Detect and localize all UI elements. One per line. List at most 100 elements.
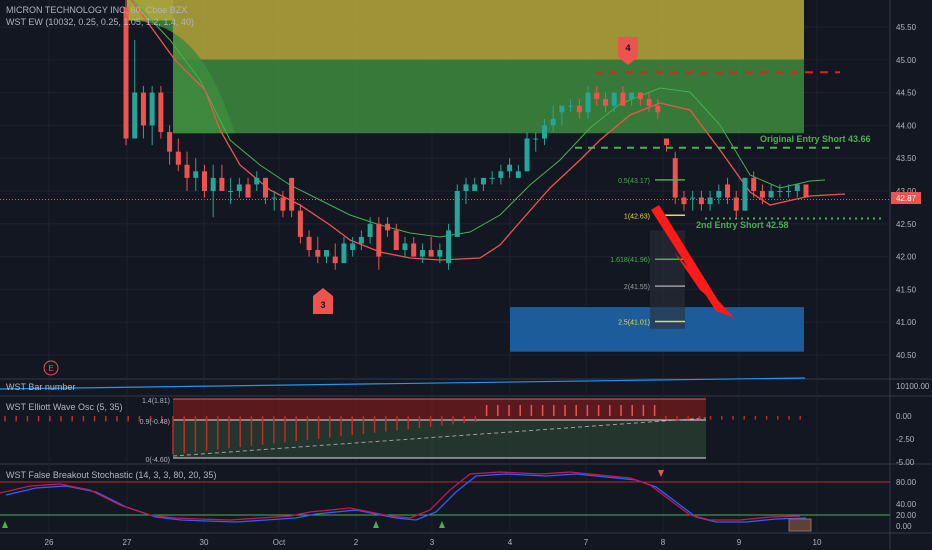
price-levels: 0.5(43.17) 1(42.63) 1.618(41.96) 2(41.55) 2.… <box>0 71 890 327</box>
last-price-tag <box>891 192 921 204</box>
candle-body <box>576 105 582 113</box>
candle-body <box>716 191 722 198</box>
candle-body <box>175 151 181 165</box>
candle-body <box>751 177 757 191</box>
osc-green-box <box>173 420 706 458</box>
osc-box-label: 0(-4.60) <box>145 457 170 464</box>
candle-body <box>437 250 443 257</box>
candle-body <box>794 184 800 191</box>
candle-body <box>672 158 678 198</box>
stoch-k-line <box>0 471 801 521</box>
down-arrow <box>651 205 736 320</box>
osc-trend <box>172 417 707 457</box>
candle-body <box>594 92 600 100</box>
stoch-buy-signal <box>2 521 8 528</box>
candle-body <box>324 250 330 257</box>
y-tick-label: 42.50 <box>896 220 917 229</box>
candle-body <box>411 243 417 257</box>
candle-body <box>681 197 687 205</box>
candle-body <box>428 250 434 257</box>
ma-green <box>131 0 826 238</box>
osc-tick: 0.00 <box>896 412 912 421</box>
original-entry-label: Original Entry Short 43.66 <box>760 134 871 144</box>
stoch-tick: 0.00 <box>896 522 912 531</box>
fib-label: 1(42.63) <box>624 213 650 220</box>
toolbar-icon[interactable] <box>788 518 812 532</box>
candle-body <box>297 210 303 237</box>
candle-body <box>655 105 661 113</box>
candle-body <box>585 92 591 113</box>
candle-body <box>550 118 556 126</box>
wave-3-label: 3 <box>320 300 325 310</box>
candle-body <box>786 191 792 192</box>
fib-label: 2(41.55) <box>624 284 650 291</box>
indicator-bands <box>130 0 846 261</box>
bar-number-pane-title: WST Bar number <box>6 382 75 392</box>
y-tick-label: 44.00 <box>896 121 917 130</box>
y-tick-label: 41.50 <box>896 285 917 294</box>
x-tick-label: 4 <box>508 538 513 547</box>
candle-body <box>245 184 251 198</box>
candle-body <box>385 223 391 231</box>
stoch-buy-signal <box>373 521 379 528</box>
candle-body <box>332 256 338 264</box>
candle-body <box>664 138 670 146</box>
candle-body <box>768 191 774 198</box>
candle-body <box>489 177 495 179</box>
candle-body <box>541 125 547 139</box>
stoch-sell-signal <box>658 470 664 477</box>
candle-body <box>236 184 242 191</box>
y-tick-label: 41.00 <box>896 318 917 327</box>
candle-body <box>507 164 513 172</box>
y-tick-label: 40.50 <box>896 351 917 360</box>
candle-body <box>524 138 530 172</box>
candle-body <box>289 177 295 211</box>
wave-3-marker[interactable]: 3 <box>313 288 333 314</box>
candle-body <box>167 131 173 152</box>
candle-body <box>367 223 373 237</box>
zone-yellow <box>173 0 804 60</box>
candle-body <box>463 184 469 191</box>
candle-body <box>193 171 199 178</box>
candle-body <box>201 171 207 191</box>
candle-body <box>690 197 696 199</box>
candle-body <box>306 236 312 251</box>
y-tick-label: 45.50 <box>896 23 917 32</box>
osc-box-label: 0.9(-0.48) <box>140 419 170 426</box>
candle-body <box>271 197 277 199</box>
wave-4-marker[interactable]: 4 <box>618 37 638 65</box>
candle-body <box>742 177 748 211</box>
elliott-zones <box>127 0 804 352</box>
candle-body <box>393 230 399 251</box>
event-icon[interactable] <box>43 360 59 376</box>
ma-red <box>130 0 846 261</box>
candle-body <box>254 177 260 185</box>
x-tick-label: 10 <box>813 538 822 547</box>
x-tick-label: 8 <box>661 538 666 547</box>
x-tick-label: 26 <box>45 538 54 547</box>
candle-body <box>698 197 704 205</box>
candle-body <box>602 99 608 106</box>
candle-body <box>419 250 425 257</box>
bar-number-line <box>0 377 806 390</box>
x-tick-label: 7 <box>584 538 589 547</box>
zone-green <box>173 59 804 134</box>
candle-body <box>515 171 521 178</box>
x-tick-label: 30 <box>200 538 209 547</box>
x-tick-label: 9 <box>737 538 742 547</box>
candle-body <box>358 236 364 244</box>
zone-yellow-left <box>127 0 173 21</box>
second-entry-label: 2nd Entry Short 42.58 <box>696 220 789 230</box>
y-tick-label: 44.50 <box>896 89 917 98</box>
candle-body <box>629 92 635 100</box>
candle-body <box>149 92 155 126</box>
x-tick-label: 27 <box>123 538 132 547</box>
bar-number-tick: 10100.00 <box>896 382 930 391</box>
stoch-tick: 80.00 <box>896 478 917 487</box>
candle-body <box>611 92 617 106</box>
fib-label: 0.5(43.17) <box>618 178 650 185</box>
candle-body <box>262 177 268 198</box>
symbol-title: MICRON TECHNOLOGY INC, 60, Cboe BZX <box>6 5 187 15</box>
x-tick-label: 2 <box>354 538 359 547</box>
